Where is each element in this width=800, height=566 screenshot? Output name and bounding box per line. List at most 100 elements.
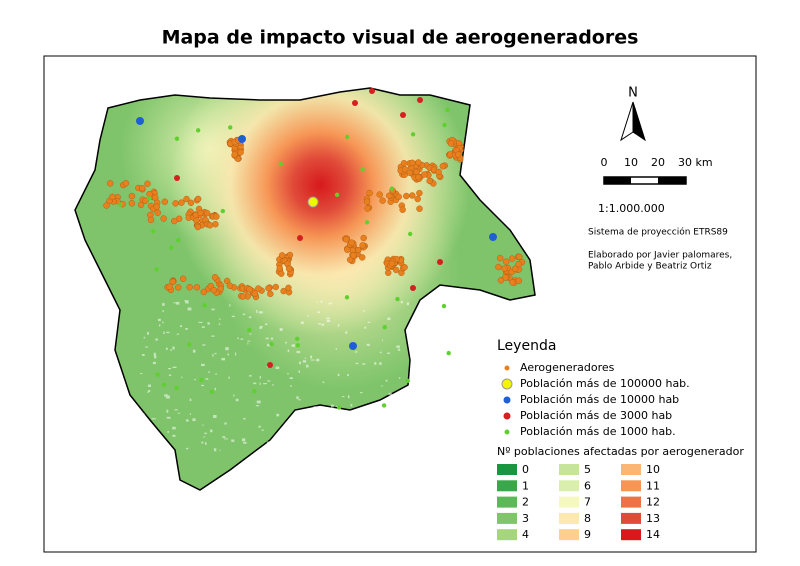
terrain-speckle: [330, 404, 334, 408]
turbine: [379, 197, 386, 204]
turbine: [147, 216, 155, 224]
terrain-speckle: [203, 436, 205, 438]
terrain-speckle: [219, 449, 221, 451]
terrain-speckle: [145, 346, 149, 348]
terrain-speckle: [185, 419, 189, 422]
terrain-speckle: [177, 412, 180, 414]
terrain-speckle: [172, 426, 176, 430]
terrain-speckle: [296, 351, 301, 354]
turbine: [161, 198, 168, 205]
turbine: [496, 254, 504, 262]
turbine: [388, 260, 396, 267]
terrain-speckle: [359, 392, 363, 394]
turbine: [122, 180, 130, 187]
population: [297, 235, 303, 241]
legend-class-label: 13: [646, 512, 660, 525]
turbine: [285, 284, 292, 292]
turbine: [107, 180, 114, 187]
terrain-speckle: [367, 321, 371, 323]
legend-class-label: 10: [646, 463, 660, 476]
terrain-speckle: [397, 348, 401, 351]
legend-swatch: [621, 480, 641, 492]
turbine: [406, 169, 414, 176]
turbine: [272, 283, 279, 291]
turbine: [255, 285, 262, 292]
legend-class-label: 8: [584, 512, 591, 525]
terrain-speckle: [163, 331, 165, 335]
turbine: [144, 180, 151, 187]
terrain-speckle: [167, 431, 170, 433]
terrain-speckle: [299, 361, 301, 365]
population: [417, 97, 423, 103]
population: [278, 161, 283, 167]
terrain-speckle: [317, 311, 319, 314]
terrain-speckle: [326, 317, 330, 320]
scale-bar: 0 10 20 30 km: [601, 156, 713, 185]
terrain-speckle: [337, 324, 340, 327]
turbine: [386, 192, 393, 199]
legend-swatch: [497, 512, 517, 524]
legend-symbol: [503, 396, 511, 404]
turbine: [179, 275, 187, 282]
terrain-speckle: [209, 429, 213, 433]
terrain-speckle: [276, 413, 280, 417]
terrain-speckle: [172, 366, 177, 369]
terrain-speckle: [355, 351, 358, 353]
population: [199, 377, 204, 383]
turbine: [403, 192, 410, 200]
terrain-speckle: [298, 370, 300, 373]
terrain-speckle: [213, 448, 217, 452]
turbine: [178, 199, 185, 206]
turbine: [343, 236, 350, 243]
terrain-speckle: [384, 408, 387, 411]
turbine: [203, 209, 211, 217]
map-title: Mapa de impacto visual de aerogeneradore…: [162, 27, 639, 49]
terrain-speckle: [224, 422, 227, 425]
legend-class-label: 9: [584, 528, 591, 541]
terrain-speckle: [242, 313, 246, 316]
population: [202, 303, 208, 308]
legend-label: Población más de 1000 hab.: [520, 425, 676, 438]
turbine: [392, 266, 400, 274]
terrain-speckle: [152, 361, 156, 365]
terrain-speckle: [287, 448, 291, 452]
legend-symbol: [501, 378, 513, 390]
terrain-speckle: [287, 373, 289, 375]
terrain-speckle: [275, 366, 280, 370]
legend-swatch: [621, 496, 641, 508]
turbine: [153, 203, 161, 210]
population: [410, 132, 416, 137]
turbine: [226, 282, 233, 289]
turbine: [455, 151, 462, 158]
terrain-speckle: [162, 303, 165, 306]
terrain-speckle: [229, 304, 231, 307]
terrain-speckle: [219, 318, 221, 320]
terrain-speckle: [181, 376, 183, 379]
turbine: [278, 270, 285, 277]
population: [441, 303, 447, 309]
turbine: [501, 265, 508, 272]
terrain-speckle: [147, 384, 152, 387]
population: [175, 238, 181, 243]
population: [407, 231, 413, 237]
population: [446, 350, 451, 356]
terrain-speckle: [164, 394, 168, 397]
legend-class-label: 5: [584, 463, 591, 476]
population: [146, 196, 152, 201]
terrain-speckle: [388, 392, 392, 396]
scale-label: 20: [651, 156, 665, 169]
turbine: [166, 283, 173, 290]
terrain-speckle: [201, 326, 205, 328]
turbine: [344, 246, 351, 253]
turbine: [508, 255, 516, 262]
terrain-speckle: [256, 400, 261, 404]
legend-swatch: [559, 529, 579, 541]
legend-swatch: [559, 512, 579, 524]
population: [389, 186, 395, 191]
turbine: [285, 265, 293, 272]
terrain-speckle: [198, 321, 203, 324]
turbine: [171, 217, 178, 225]
legend-swatch: [621, 464, 641, 475]
terrain-speckle: [147, 390, 151, 392]
terrain-speckle: [267, 380, 271, 382]
